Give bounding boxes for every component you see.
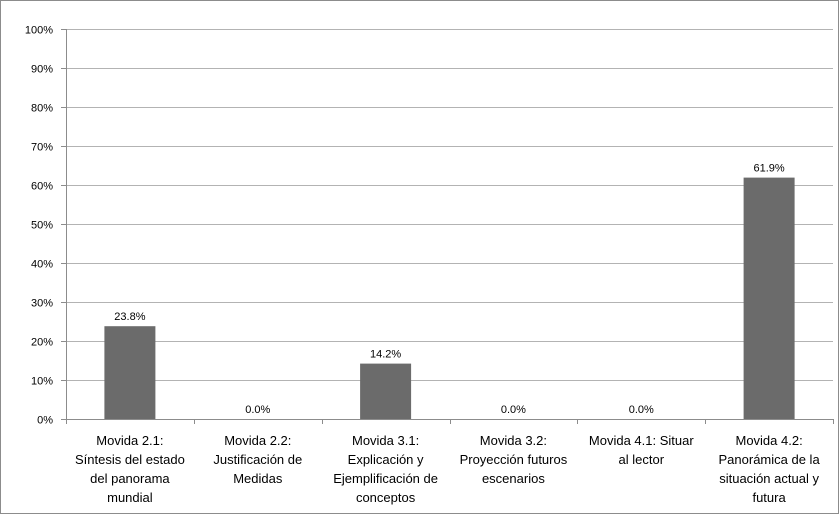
- category-label: Movida 4.1: Situar al lector: [589, 433, 694, 467]
- category-label-line: Panorámica de la: [719, 452, 821, 467]
- category-label-line: Movida 3.2:: [480, 433, 547, 448]
- category-label-line: Movida 4.2:: [735, 433, 802, 448]
- category-label-line: mundial: [107, 490, 153, 505]
- data-labels: 23.8% 0.0% 14.2% 0.0% 0.0% 61.9%: [114, 163, 785, 416]
- data-label: 61.9%: [753, 163, 784, 175]
- y-axis-tick-labels: 0% 10% 20% 30% 40% 50% 60% 70% 80% 90% 100%: [25, 25, 53, 427]
- category-label-line: Ejemplificación de: [333, 471, 438, 486]
- data-label: 14.2%: [370, 349, 401, 361]
- category-label-line: Movida 3.1:: [352, 433, 419, 448]
- data-label: 23.8%: [114, 311, 145, 323]
- bar: [104, 326, 156, 419]
- category-label-line: Movida 2.2:: [224, 433, 291, 448]
- category-label-line: del panorama: [90, 471, 170, 486]
- data-label: 0.0%: [245, 404, 270, 416]
- data-label: 0.0%: [629, 404, 654, 416]
- bar: [743, 177, 795, 419]
- x-axis-category-labels: Movida 2.1: Síntesis del estado del panora…: [75, 433, 820, 505]
- category-label-line: futura: [752, 490, 786, 505]
- category-label-line: al lector: [619, 452, 665, 467]
- category-label: Movida 2.2: Justificación de Medidas: [213, 433, 302, 486]
- y-tick-label: 100%: [25, 25, 53, 37]
- y-tick-label: 90%: [31, 64, 53, 76]
- category-label: Movida 4.2: Panorámica de la situación act…: [719, 433, 821, 505]
- category-label-line: Justificación de: [213, 452, 302, 467]
- category-label: Movida 3.1: Explicación y Ejemplificación …: [333, 433, 438, 505]
- category-label-line: escenarios: [482, 471, 545, 486]
- category-label-line: Síntesis del estado: [75, 452, 185, 467]
- category-label-line: situación actual y: [719, 471, 819, 486]
- category-label-line: Explicación y: [348, 452, 424, 467]
- category-label: Movida 3.2: Proyección futuros escenarios: [460, 433, 568, 486]
- y-tick-label: 0%: [37, 415, 53, 427]
- category-label-line: Movida 2.1:: [96, 433, 163, 448]
- category-label-line: Medidas: [233, 471, 283, 486]
- category-label-line: Movida 4.1: Situar: [589, 433, 694, 448]
- bars: [104, 177, 795, 419]
- category-label: Movida 2.1: Síntesis del estado del panora…: [75, 433, 185, 505]
- y-tick-label: 80%: [31, 103, 53, 115]
- y-tick-label: 60%: [31, 181, 53, 193]
- category-label-line: Proyección futuros: [460, 452, 568, 467]
- gridlines: [66, 29, 833, 381]
- y-tick-label: 50%: [31, 220, 53, 232]
- y-tick-label: 30%: [31, 298, 53, 310]
- category-label-line: conceptos: [356, 490, 416, 505]
- y-tick-label: 20%: [31, 337, 53, 349]
- y-tick-label: 70%: [31, 142, 53, 154]
- y-tick-label: 10%: [31, 376, 53, 388]
- y-tick-label: 40%: [31, 259, 53, 271]
- bar: [360, 363, 412, 419]
- axes: [61, 29, 834, 424]
- data-label: 0.0%: [501, 404, 526, 416]
